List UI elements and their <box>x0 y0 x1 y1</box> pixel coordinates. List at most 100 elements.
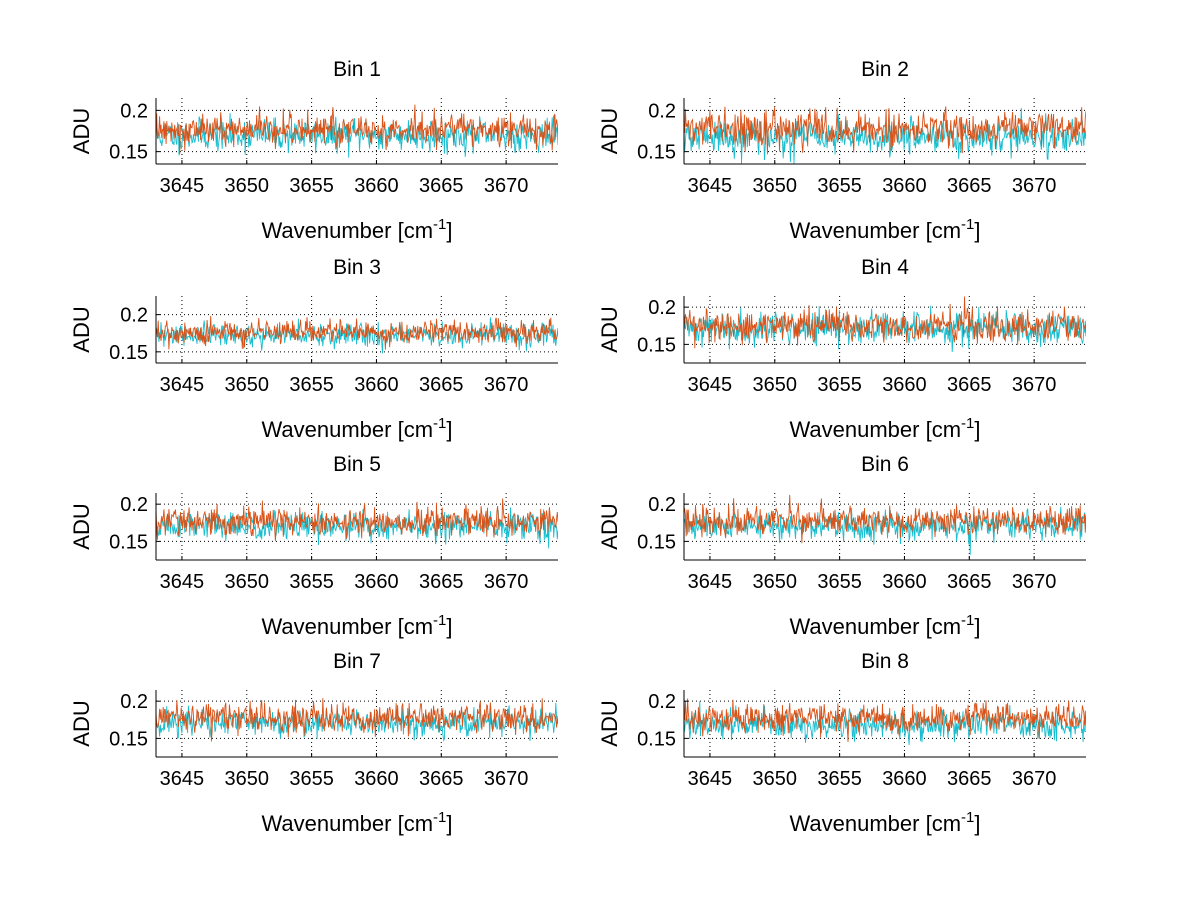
x-tick-label: 3660 <box>354 571 399 593</box>
y-tick-label: 0.15 <box>637 142 676 164</box>
x-tick-label: 3670 <box>484 175 529 197</box>
x-axis-label: Wavenumber [cm-1] <box>261 612 452 639</box>
subplot-title: Bin 5 <box>333 453 381 476</box>
x-tick-label: 3650 <box>753 768 798 790</box>
y-tick-label: 0.2 <box>648 494 676 516</box>
x-tick-label: 3660 <box>354 768 399 790</box>
x-tick-label: 3650 <box>753 175 798 197</box>
x-axis-label: Wavenumber [cm-1] <box>789 415 980 442</box>
x-tick-label: 3645 <box>160 571 205 593</box>
y-axis-label: ADU <box>69 503 94 549</box>
x-tick-label: 3670 <box>1012 175 1057 197</box>
y-axis-label: ADU <box>597 700 622 746</box>
x-tick-label: 3655 <box>289 571 334 593</box>
x-tick-label: 3645 <box>688 768 733 790</box>
y-tick-label: 0.15 <box>109 142 148 164</box>
x-tick-label: 3665 <box>419 374 464 396</box>
x-tick-label: 3650 <box>225 374 270 396</box>
x-tick-label: 3650 <box>753 571 798 593</box>
series-line-series-a <box>156 317 558 354</box>
x-tick-label: 3655 <box>289 374 334 396</box>
subplot-title: Bin 4 <box>861 256 909 279</box>
subplot-4: 3645 3650 3655 3660 3665 3670 0.15 0.2 Bin 4 Wave… <box>597 256 1086 442</box>
subplot-2: 3645 3650 3655 3660 3665 3670 0.15 0.2 Bin 2 Wave… <box>597 58 1086 243</box>
x-tick-label: 3670 <box>484 374 529 396</box>
x-axis-label: Wavenumber [cm-1] <box>789 612 980 639</box>
subplot-7: 3645 3650 3655 3660 3665 3670 0.15 0.2 Bin 7 Wave… <box>69 650 558 836</box>
y-tick-label: 0.2 <box>648 297 676 319</box>
subplot-title: Bin 8 <box>861 650 909 673</box>
y-tick-label: 0.15 <box>637 531 676 553</box>
x-tick-label: 3645 <box>160 175 205 197</box>
series-line-series-b <box>156 104 558 155</box>
x-axis-label: Wavenumber [cm-1] <box>789 216 980 243</box>
x-tick-label: 3645 <box>688 374 733 396</box>
series-line-series-b <box>684 296 1086 349</box>
y-tick-label: 0.15 <box>109 728 148 750</box>
x-tick-label: 3650 <box>225 175 270 197</box>
x-tick-label: 3660 <box>882 175 927 197</box>
x-tick-label: 3645 <box>688 175 733 197</box>
y-tick-label: 0.2 <box>648 100 676 122</box>
x-axis-label: Wavenumber [cm-1] <box>261 216 452 243</box>
subplot-title: Bin 2 <box>861 58 909 81</box>
subplot-title: Bin 6 <box>861 453 909 476</box>
subplot-1: 3645 3650 3655 3660 3665 3670 0.15 0.2 Bin 1 Wave… <box>69 58 558 243</box>
x-tick-label: 3665 <box>947 374 992 396</box>
x-tick-label: 3645 <box>160 768 205 790</box>
x-axis-label: Wavenumber [cm-1] <box>789 809 980 836</box>
x-tick-label: 3655 <box>289 768 334 790</box>
x-tick-label: 3670 <box>484 768 529 790</box>
subplot-title: Bin 1 <box>333 58 381 81</box>
y-tick-label: 0.15 <box>637 334 676 356</box>
x-tick-label: 3670 <box>1012 768 1057 790</box>
x-tick-label: 3660 <box>882 374 927 396</box>
x-tick-label: 3665 <box>419 768 464 790</box>
x-tick-label: 3665 <box>419 175 464 197</box>
y-tick-label: 0.2 <box>120 691 148 713</box>
y-tick-label: 0.2 <box>648 691 676 713</box>
y-axis-label: ADU <box>69 700 94 746</box>
subplot-3: 3645 3650 3655 3660 3665 3670 0.15 0.2 Bin 3 Wave… <box>69 256 558 442</box>
x-tick-label: 3665 <box>947 768 992 790</box>
y-tick-label: 0.2 <box>120 494 148 516</box>
x-axis-label: Wavenumber [cm-1] <box>261 415 452 442</box>
series-line-series-b <box>156 315 558 350</box>
x-tick-label: 3665 <box>947 175 992 197</box>
y-axis-label: ADU <box>597 306 622 352</box>
series-line-series-b <box>156 698 558 742</box>
series-line-series-b <box>684 494 1086 544</box>
subplot-6: 3645 3650 3655 3660 3665 3670 0.15 0.2 Bin 6 Wave… <box>597 453 1086 639</box>
x-tick-label: 3655 <box>817 571 862 593</box>
x-tick-label: 3660 <box>354 374 399 396</box>
x-tick-label: 3655 <box>817 768 862 790</box>
x-tick-label: 3660 <box>354 175 399 197</box>
y-tick-label: 0.15 <box>109 342 148 364</box>
x-tick-label: 3650 <box>225 571 270 593</box>
x-tick-label: 3670 <box>484 571 529 593</box>
x-tick-label: 3655 <box>289 175 334 197</box>
y-axis-label: ADU <box>597 503 622 549</box>
subplot-title: Bin 3 <box>333 256 381 279</box>
series-line-series-b <box>684 106 1086 155</box>
subplot-8: 3645 3650 3655 3660 3665 3670 0.15 0.2 Bin 8 Wave… <box>597 650 1086 836</box>
x-tick-label: 3660 <box>882 768 927 790</box>
x-tick-label: 3665 <box>419 571 464 593</box>
y-tick-label: 0.15 <box>637 728 676 750</box>
series-line-series-a <box>156 702 558 742</box>
y-axis-label: ADU <box>69 306 94 352</box>
x-tick-label: 3645 <box>160 374 205 396</box>
y-axis-label: ADU <box>69 108 94 154</box>
x-axis-label: Wavenumber [cm-1] <box>261 809 452 836</box>
x-tick-label: 3665 <box>947 571 992 593</box>
x-tick-label: 3670 <box>1012 374 1057 396</box>
x-tick-label: 3670 <box>1012 571 1057 593</box>
x-tick-label: 3650 <box>225 768 270 790</box>
x-tick-label: 3655 <box>817 374 862 396</box>
x-tick-label: 3655 <box>817 175 862 197</box>
subplot-title: Bin 7 <box>333 650 381 673</box>
y-tick-label: 0.15 <box>109 531 148 553</box>
x-tick-label: 3660 <box>882 571 927 593</box>
series-line-series-b <box>684 698 1086 742</box>
